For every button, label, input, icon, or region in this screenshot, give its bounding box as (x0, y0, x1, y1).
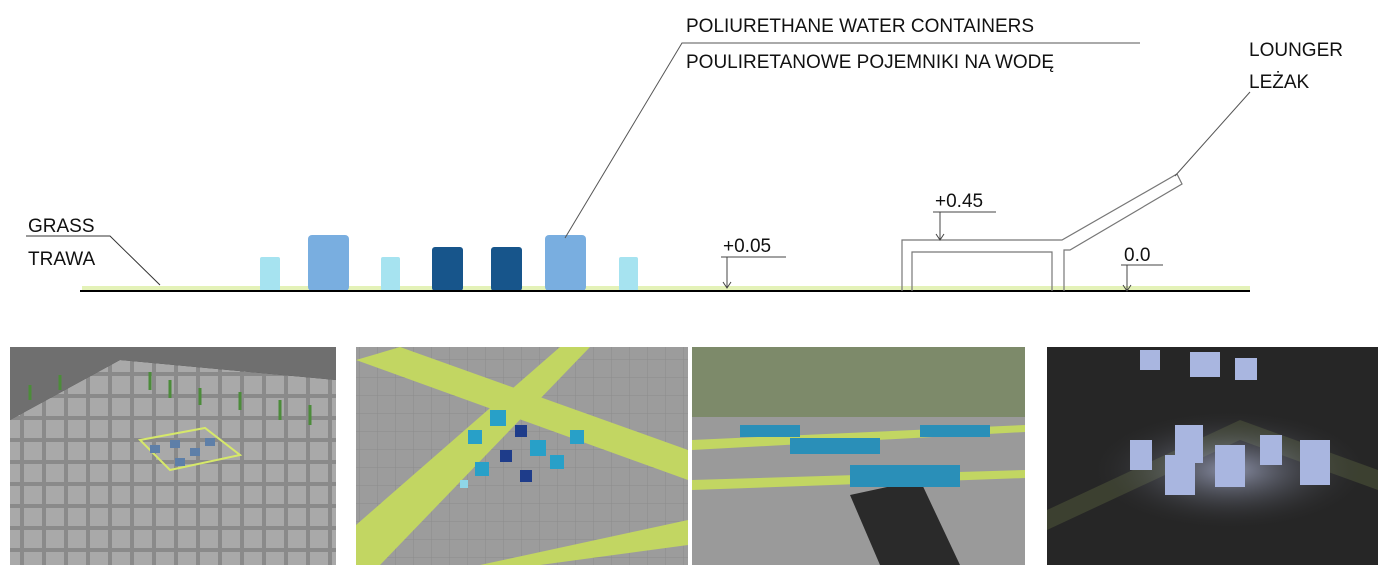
path (480, 520, 688, 565)
level-marker (721, 256, 786, 289)
level-marker (1121, 264, 1163, 292)
container (491, 247, 522, 291)
shape (490, 410, 506, 426)
container (308, 235, 349, 291)
label: POULIRETANOWE POJEMNIKI NA WODĘ (686, 52, 1054, 73)
shape (190, 448, 200, 456)
containers (1130, 350, 1330, 495)
trees (692, 347, 1025, 417)
leader (564, 42, 1140, 239)
shape (1130, 440, 1152, 470)
shape (920, 425, 990, 437)
shape (1165, 455, 1195, 495)
label: LOUNGER (1249, 40, 1343, 61)
shape (550, 455, 564, 469)
level-label: +0.05 (723, 236, 771, 257)
leader (26, 235, 161, 286)
shape (500, 450, 512, 462)
level-label: +0.45 (935, 191, 983, 212)
shape (790, 438, 880, 454)
container (432, 247, 463, 291)
containers (460, 410, 584, 488)
shape (150, 445, 160, 453)
shape (1300, 440, 1330, 485)
grass-strip (82, 286, 1250, 291)
shape (1190, 352, 1220, 377)
label: POLIURETHANE WATER CONTAINERS (686, 16, 1034, 37)
label: LEŻAK (1249, 72, 1310, 93)
shape (205, 438, 215, 446)
section: POLIURETHANE WATER CONTAINERS POULIRETAN… (26, 16, 1343, 292)
shape (520, 470, 532, 482)
render-perspective (692, 347, 1025, 565)
shape (1215, 445, 1245, 487)
containers (740, 425, 990, 487)
render-night (1047, 347, 1378, 565)
shape (175, 458, 185, 466)
container (545, 235, 586, 291)
shape (530, 440, 546, 456)
trees (28, 372, 312, 425)
shape (1140, 350, 1160, 370)
lounger-inner (911, 251, 1053, 291)
render-aerial (10, 347, 336, 565)
path (356, 347, 590, 565)
shape (1260, 435, 1282, 465)
shape (170, 440, 180, 448)
container (381, 257, 400, 291)
shape (468, 430, 482, 444)
render-closeup (356, 347, 688, 565)
shape (740, 425, 800, 437)
tiled-plaza (10, 360, 336, 565)
container (260, 257, 280, 291)
level-label: 0.0 (1124, 245, 1150, 266)
shape (1235, 358, 1257, 380)
label: TRAWA (28, 249, 96, 270)
green-grid (137, 426, 243, 472)
label: GRASS (28, 216, 95, 237)
shape (475, 462, 489, 476)
level-marker (933, 211, 996, 241)
lounger (850, 480, 960, 565)
leader (1174, 91, 1251, 177)
container (619, 257, 638, 291)
shape (570, 430, 584, 444)
wall (10, 347, 336, 420)
shape (460, 480, 468, 488)
shape (850, 465, 960, 487)
lounger-outline (901, 173, 1183, 291)
shape (515, 425, 527, 437)
containers (150, 438, 215, 466)
